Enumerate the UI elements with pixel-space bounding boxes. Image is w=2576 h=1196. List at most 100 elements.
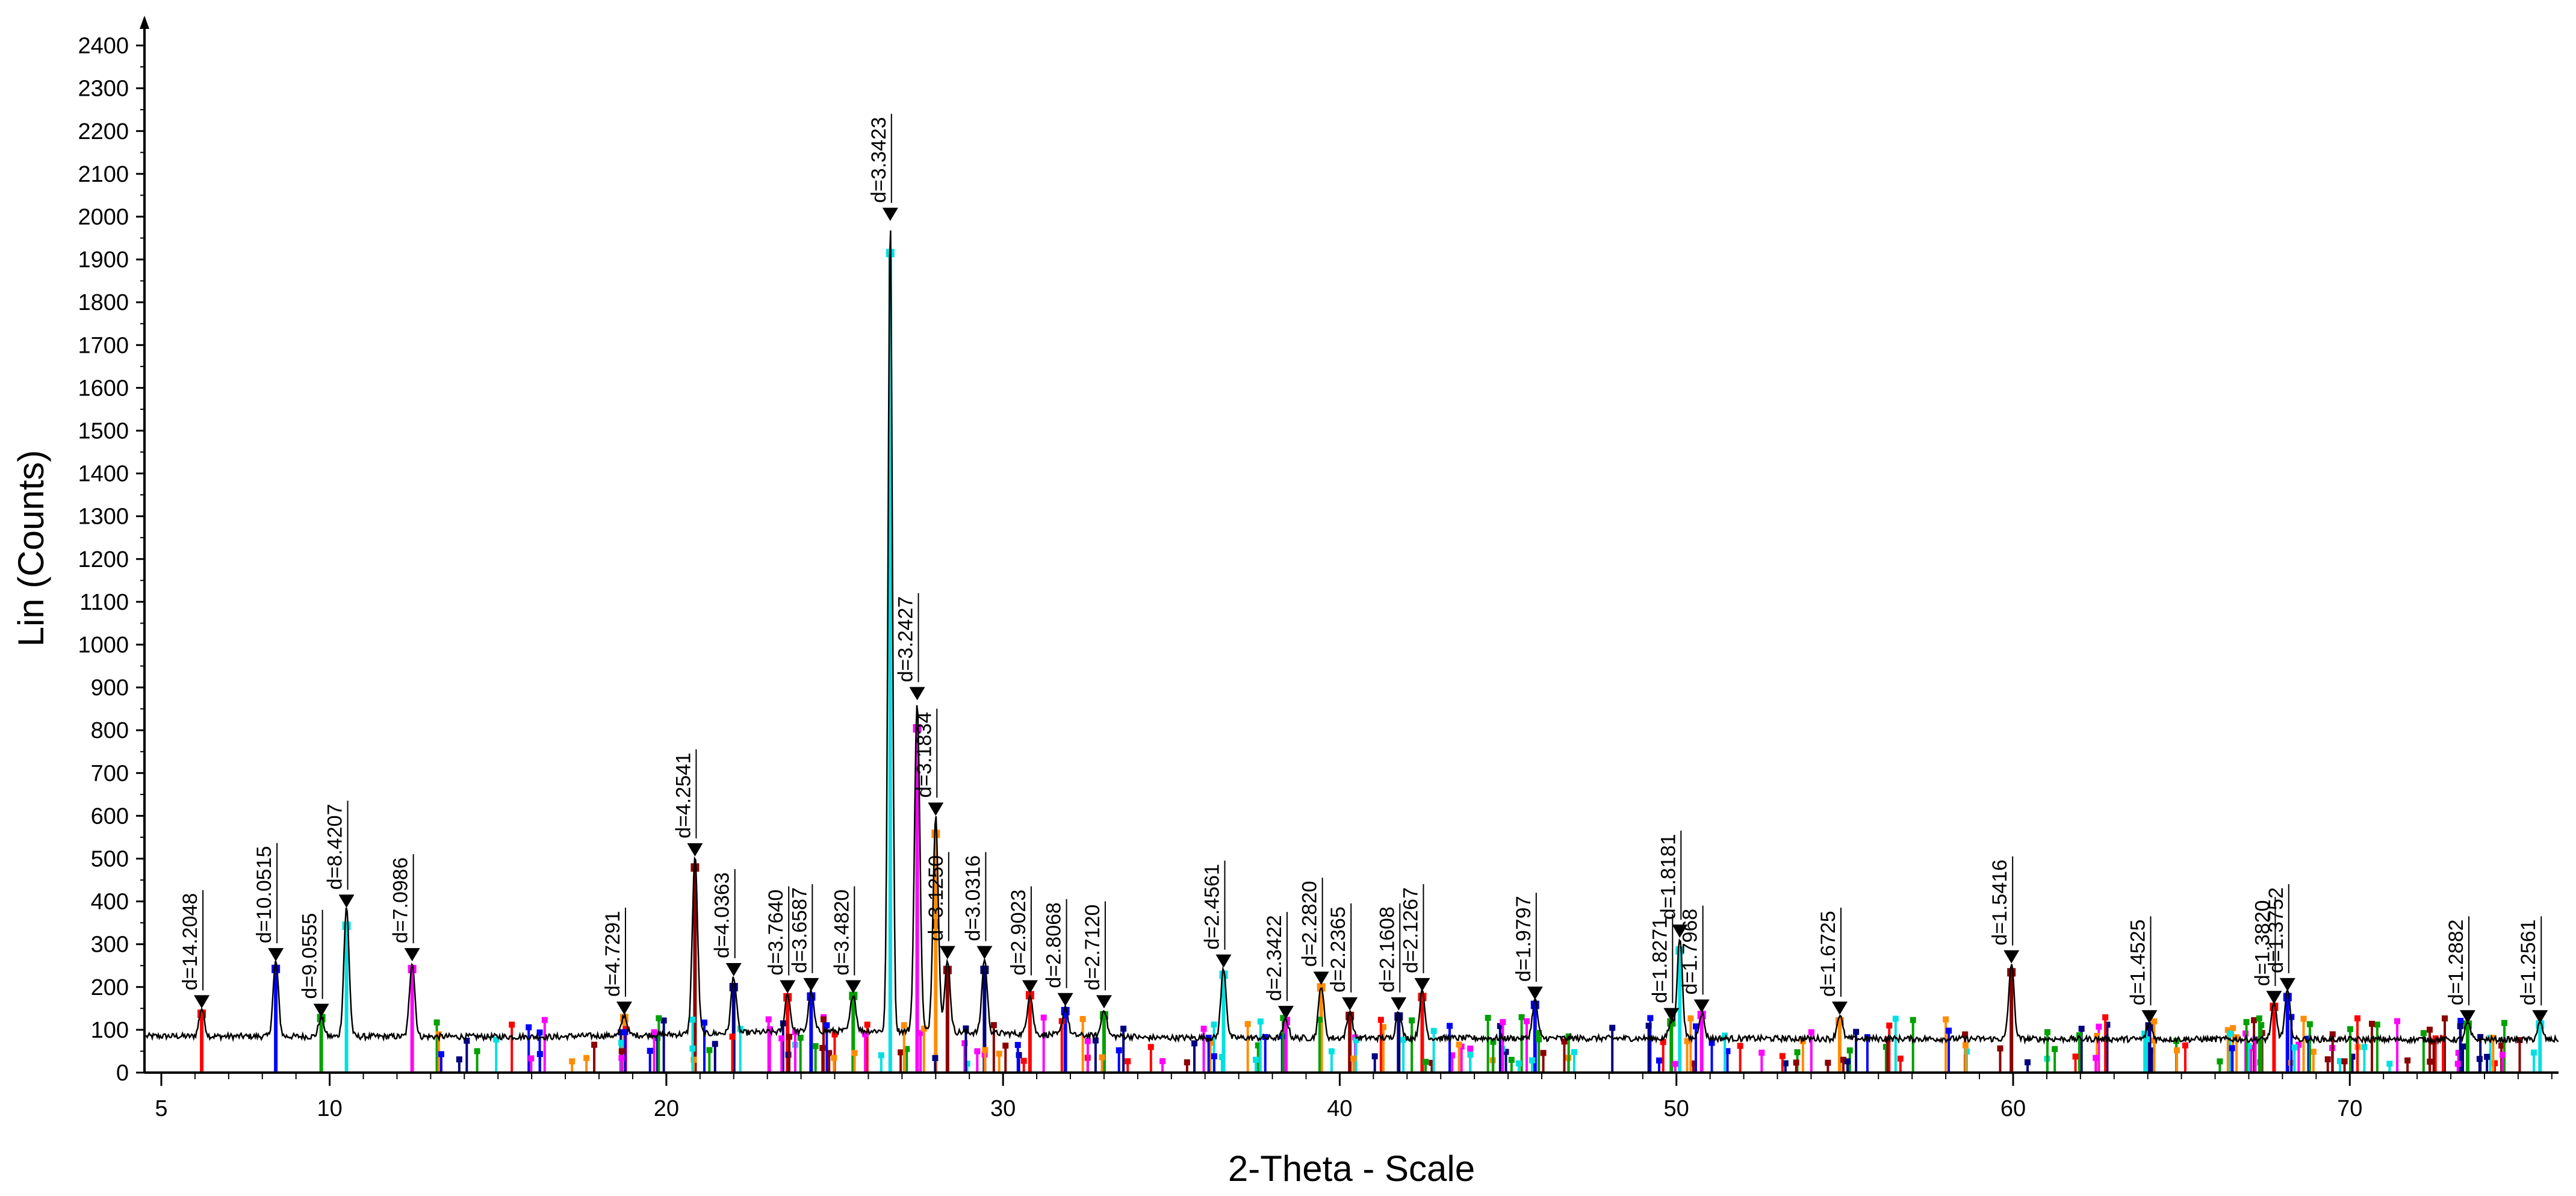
phase-stick-marker — [2329, 1031, 2336, 1038]
phase-stick-marker — [1020, 1058, 1027, 1064]
phase-stick-marker — [1536, 1030, 1542, 1036]
y-tick-label: 1200 — [78, 547, 129, 572]
phase-stick-marker — [1159, 1058, 1166, 1064]
y-tick-label: 1100 — [79, 590, 129, 615]
y-tick-label: 600 — [91, 804, 129, 829]
phase-stick-marker — [1211, 1053, 1217, 1059]
peak-label: d=2.8068 — [1043, 902, 1066, 988]
phase-stick-marker — [1687, 1015, 1694, 1021]
phase-stick-marker — [1962, 1031, 1969, 1038]
peak-label: d=3.1250 — [925, 855, 948, 941]
phase-stick-marker — [1002, 1043, 1009, 1049]
phase-stick-marker — [765, 1016, 772, 1023]
phase-stick-marker — [2477, 1033, 2484, 1040]
phase-stick-marker — [1540, 1050, 1547, 1056]
phase-stick-marker — [1079, 1015, 1086, 1022]
phase-stick-marker — [1316, 1017, 1323, 1023]
peak-label: d=2.2820 — [1299, 881, 1321, 967]
y-tick-label: 2000 — [78, 205, 129, 230]
phase-stick-marker — [1467, 1046, 1474, 1052]
phase-stick-marker — [901, 1022, 907, 1029]
phase-stick-marker — [913, 724, 922, 733]
y-axis-title: Lin (Counts) — [11, 450, 51, 647]
phase-stick-marker — [2501, 1020, 2508, 1026]
phase-stick-marker — [528, 1055, 535, 1062]
phase-stick-marker — [1084, 1038, 1091, 1044]
phase-stick-marker — [1722, 1032, 1728, 1039]
peak-marker — [1342, 997, 1358, 1011]
phase-stick-marker — [1529, 1057, 1536, 1064]
phase-stick-marker — [1449, 1052, 1456, 1059]
peak-label: d=2.7120 — [1081, 905, 1104, 991]
phase-stick-marker — [1184, 1059, 1190, 1065]
phase-stick-marker — [2310, 1049, 2317, 1055]
phase-stick-marker — [961, 1040, 968, 1047]
phase-stick-marker — [660, 1017, 667, 1024]
phase-stick-marker — [2454, 1061, 2461, 1067]
phase-stick-marker — [1244, 1021, 1251, 1027]
peak-marker — [725, 963, 742, 977]
phase-stick-marker — [656, 1015, 662, 1021]
phase-stick-marker — [1430, 1027, 1437, 1034]
y-tick-label: 500 — [91, 846, 129, 872]
phase-stick-marker — [1530, 1000, 1539, 1009]
peak-label: d=2.9023 — [1007, 890, 1030, 976]
phase-stick-marker — [1353, 1037, 1359, 1044]
y-tick-label: 2200 — [78, 119, 129, 144]
y-tick-label: 2300 — [78, 76, 129, 102]
phase-stick-marker — [1253, 1056, 1259, 1063]
phase-stick-marker — [1467, 1052, 1474, 1058]
peak-label: d=3.7640 — [765, 890, 787, 976]
peak-label: d=2.1608 — [1376, 906, 1398, 993]
phase-stick-marker — [2217, 1058, 2223, 1065]
phase-stick-marker — [990, 1022, 997, 1029]
peak-marker — [1057, 993, 1073, 1006]
phase-stick-marker — [2374, 1021, 2380, 1028]
phase-stick-marker — [2229, 1045, 2235, 1052]
peak-label: d=4.2541 — [672, 752, 695, 838]
phase-stick-marker — [2404, 1057, 2411, 1064]
phase-stick-marker — [2149, 1047, 2155, 1054]
peak-marker — [928, 802, 944, 816]
phase-stick-marker — [964, 1061, 970, 1067]
phase-stick-marker — [1092, 1037, 1099, 1044]
peak-label: d=1.2561 — [2517, 919, 2540, 1005]
peak-label: d=1.7968 — [1679, 909, 1702, 995]
phase-stick-marker — [831, 1055, 837, 1061]
phase-stick-marker — [1497, 1023, 1503, 1029]
phase-stick-marker — [1571, 1049, 1577, 1055]
peak-label: d=4.7291 — [601, 911, 624, 997]
y-tick-label: 900 — [91, 675, 129, 701]
y-tick-label: 800 — [91, 718, 129, 743]
phase-stick-marker — [1518, 1014, 1525, 1020]
phase-stick-marker — [618, 1040, 624, 1046]
peak-marker — [803, 978, 819, 991]
y-tick-label: 1900 — [78, 247, 129, 273]
y-tick-label: 1600 — [78, 376, 129, 401]
phase-stick-marker — [1645, 1023, 1652, 1029]
phase-stick-marker — [1656, 1057, 1662, 1064]
phase-stick-marker — [2442, 1015, 2448, 1021]
peak-label: d=2.2365 — [1327, 906, 1350, 993]
phase-stick-marker — [2094, 1033, 2100, 1040]
axes-layer: 0 100 200 300 400 500 600 700 800 900 1000 1100 1200… — [78, 16, 2559, 1121]
phase-stick-marker — [464, 1038, 470, 1044]
phase-stick-marker — [2151, 1018, 2158, 1024]
peak-label: d=4.0363 — [711, 872, 734, 958]
phase-stick-marker — [2007, 968, 2016, 977]
phase-stick-marker — [2305, 1035, 2312, 1042]
x-tick-label: 60 — [2000, 1096, 2026, 1121]
phase-stick-marker — [1946, 1027, 1952, 1034]
x-tick-label: 50 — [1664, 1096, 1689, 1121]
phase-stick-marker — [1257, 1018, 1264, 1024]
peak-marker — [2003, 950, 2020, 964]
y-tick-label: 2100 — [78, 162, 129, 187]
phase-stick-marker — [408, 965, 417, 974]
phase-stick-marker — [778, 1035, 785, 1042]
peak-marker — [616, 1002, 632, 1015]
peak-marker — [1215, 954, 1232, 968]
phase-stick-marker — [963, 1025, 969, 1032]
phase-stick-marker — [654, 1035, 660, 1041]
phase-stick-marker — [2427, 1058, 2433, 1065]
